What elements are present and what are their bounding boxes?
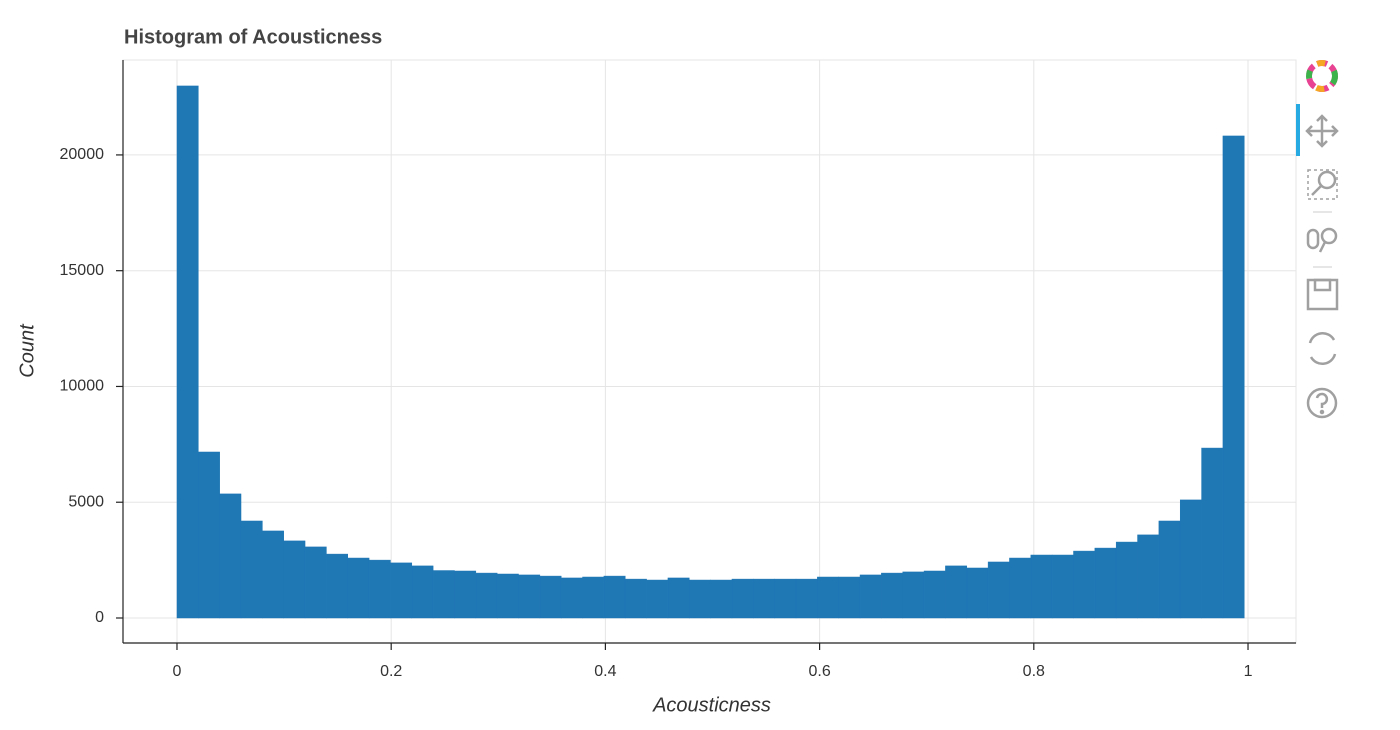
ticks: 0 5000 10000 15000 20000 0 0.2 0.4 0.6 0.8 1 bbox=[60, 146, 1253, 680]
bar bbox=[496, 573, 519, 619]
active-indicator bbox=[1296, 104, 1300, 156]
x-tick-label: 0.6 bbox=[808, 663, 830, 680]
bar bbox=[1222, 135, 1245, 619]
y-tick-label: 15000 bbox=[60, 262, 105, 279]
x-tick-label: 0.8 bbox=[1023, 663, 1045, 680]
bar bbox=[603, 575, 626, 619]
y-tick-label: 0 bbox=[95, 609, 104, 626]
toolbar bbox=[1296, 60, 1339, 419]
bar bbox=[1115, 541, 1138, 619]
y-tick-label: 20000 bbox=[60, 146, 105, 163]
bar bbox=[1009, 557, 1032, 619]
bar bbox=[326, 553, 348, 619]
bar bbox=[582, 576, 605, 619]
bar bbox=[411, 565, 434, 619]
bar bbox=[1051, 554, 1074, 619]
help-tool[interactable] bbox=[1306, 387, 1338, 419]
bar bbox=[1094, 547, 1117, 619]
bar bbox=[518, 574, 541, 619]
x-tick-label: 0.4 bbox=[594, 663, 616, 680]
bar bbox=[1201, 447, 1224, 619]
box-zoom-tool[interactable] bbox=[1307, 169, 1338, 200]
y-axis-label: Count bbox=[16, 323, 38, 378]
bar bbox=[454, 570, 477, 619]
bars bbox=[176, 85, 1245, 619]
bar bbox=[987, 561, 1010, 619]
pan-tool[interactable] bbox=[1305, 114, 1339, 148]
bar bbox=[475, 572, 498, 619]
bar bbox=[1073, 550, 1096, 619]
bar bbox=[432, 570, 455, 619]
bar bbox=[710, 579, 733, 619]
x-axis-label: Acousticness bbox=[652, 694, 771, 716]
bar bbox=[1158, 520, 1181, 619]
y-tick-label: 5000 bbox=[68, 493, 104, 510]
bar bbox=[390, 562, 413, 619]
bar bbox=[176, 85, 199, 619]
bar bbox=[795, 578, 818, 619]
wheel-zoom-tool[interactable] bbox=[1306, 227, 1338, 253]
bar bbox=[624, 578, 647, 619]
bar bbox=[646, 579, 669, 619]
bar bbox=[902, 571, 925, 619]
bar bbox=[240, 520, 263, 619]
bar bbox=[304, 546, 327, 619]
bar bbox=[1179, 499, 1202, 619]
bar bbox=[966, 567, 989, 619]
bar bbox=[283, 540, 306, 619]
bar bbox=[1137, 534, 1160, 619]
bar bbox=[1030, 554, 1053, 619]
reset-tool[interactable] bbox=[1308, 331, 1337, 366]
bar bbox=[774, 578, 797, 619]
x-tick-label: 1 bbox=[1244, 663, 1253, 680]
save-tool[interactable] bbox=[1306, 278, 1339, 311]
bar bbox=[219, 493, 242, 619]
chart-title: Histogram of Acousticness bbox=[124, 26, 382, 48]
bar bbox=[881, 572, 903, 619]
bar bbox=[838, 576, 861, 619]
bar bbox=[689, 579, 711, 619]
bar bbox=[368, 559, 391, 619]
bar bbox=[560, 577, 583, 619]
x-tick-label: 0.2 bbox=[380, 663, 402, 680]
bar bbox=[923, 570, 946, 619]
bar bbox=[198, 451, 220, 619]
bar bbox=[539, 575, 562, 619]
bar bbox=[753, 578, 775, 619]
bar bbox=[859, 574, 882, 619]
bar bbox=[262, 530, 284, 619]
bar bbox=[667, 577, 690, 619]
y-tick-label: 10000 bbox=[60, 378, 105, 395]
x-tick-label: 0 bbox=[173, 663, 182, 680]
bar bbox=[731, 578, 754, 619]
bar bbox=[817, 576, 839, 619]
bar bbox=[347, 557, 370, 619]
bokeh-logo bbox=[1306, 60, 1338, 92]
bar bbox=[945, 565, 968, 619]
